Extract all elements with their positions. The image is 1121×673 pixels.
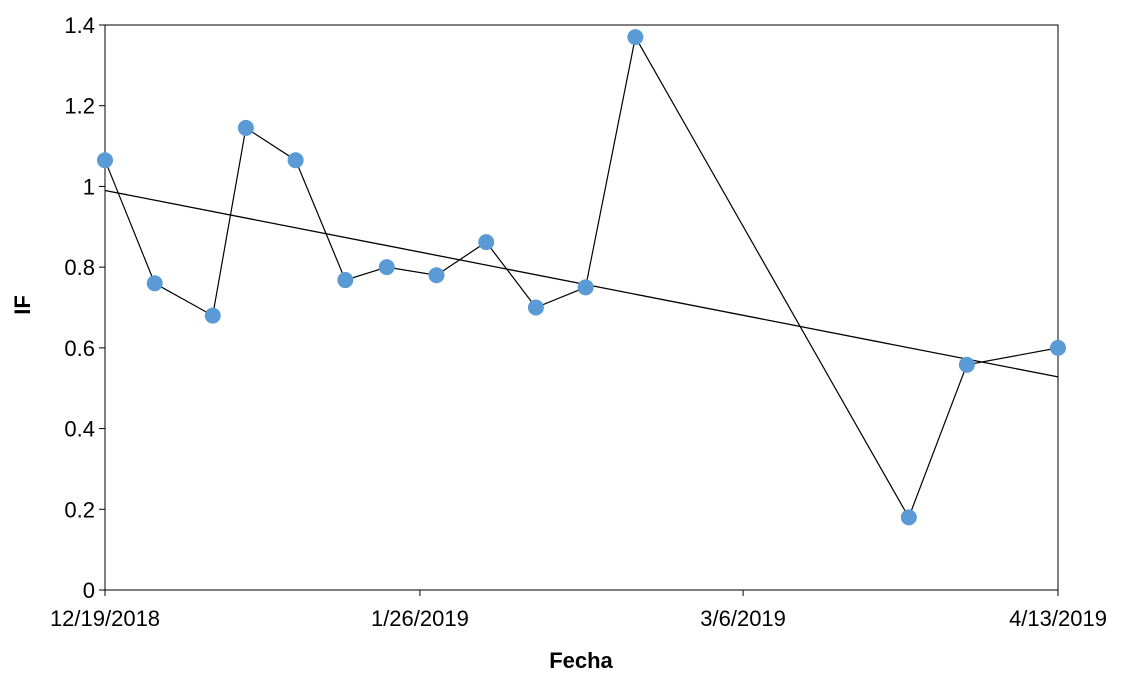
- data-point: [627, 29, 644, 46]
- x-tick-label: 12/19/2018: [50, 606, 160, 631]
- x-tick-label: 4/13/2019: [1009, 606, 1107, 631]
- x-axis-title: Fecha: [549, 648, 613, 673]
- y-tick-label: 1.4: [64, 13, 95, 38]
- data-point: [958, 356, 975, 373]
- series-layer: [97, 29, 1066, 526]
- y-tick-label: 0.6: [64, 336, 95, 361]
- data-point: [237, 119, 254, 136]
- y-tick-label: 0.4: [64, 417, 95, 442]
- plot-area: [104, 24, 1059, 591]
- y-tick-label: 0.2: [64, 497, 95, 522]
- x-tick-label: 1/26/2019: [371, 606, 469, 631]
- data-point: [900, 509, 917, 526]
- y-tick-label: 0: [83, 578, 95, 603]
- x-tick-label: 3/6/2019: [700, 606, 786, 631]
- y-axis-title: IF: [10, 295, 35, 315]
- data-point: [1050, 339, 1066, 356]
- data-point: [146, 275, 163, 292]
- data-point: [428, 267, 445, 284]
- data-point: [204, 307, 221, 324]
- data-point: [287, 152, 304, 169]
- data-point: [577, 279, 594, 296]
- y-axis: 0 0.2 0.4 0.6 0.8 1 1.2 1.4: [64, 13, 105, 603]
- x-axis: 12/19/2018 1/26/2019 3/6/2019 4/13/2019: [50, 590, 1107, 631]
- y-tick-label: 0.8: [64, 255, 95, 280]
- y-tick-label: 1.2: [64, 94, 95, 119]
- y-tick-label: 1: [83, 174, 95, 199]
- data-point: [478, 234, 495, 251]
- data-point: [97, 152, 113, 169]
- data-point: [337, 272, 354, 289]
- data-point: [527, 299, 544, 316]
- data-point: [378, 259, 395, 276]
